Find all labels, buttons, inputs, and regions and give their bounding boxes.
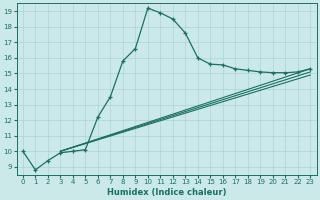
X-axis label: Humidex (Indice chaleur): Humidex (Indice chaleur) xyxy=(107,188,226,197)
